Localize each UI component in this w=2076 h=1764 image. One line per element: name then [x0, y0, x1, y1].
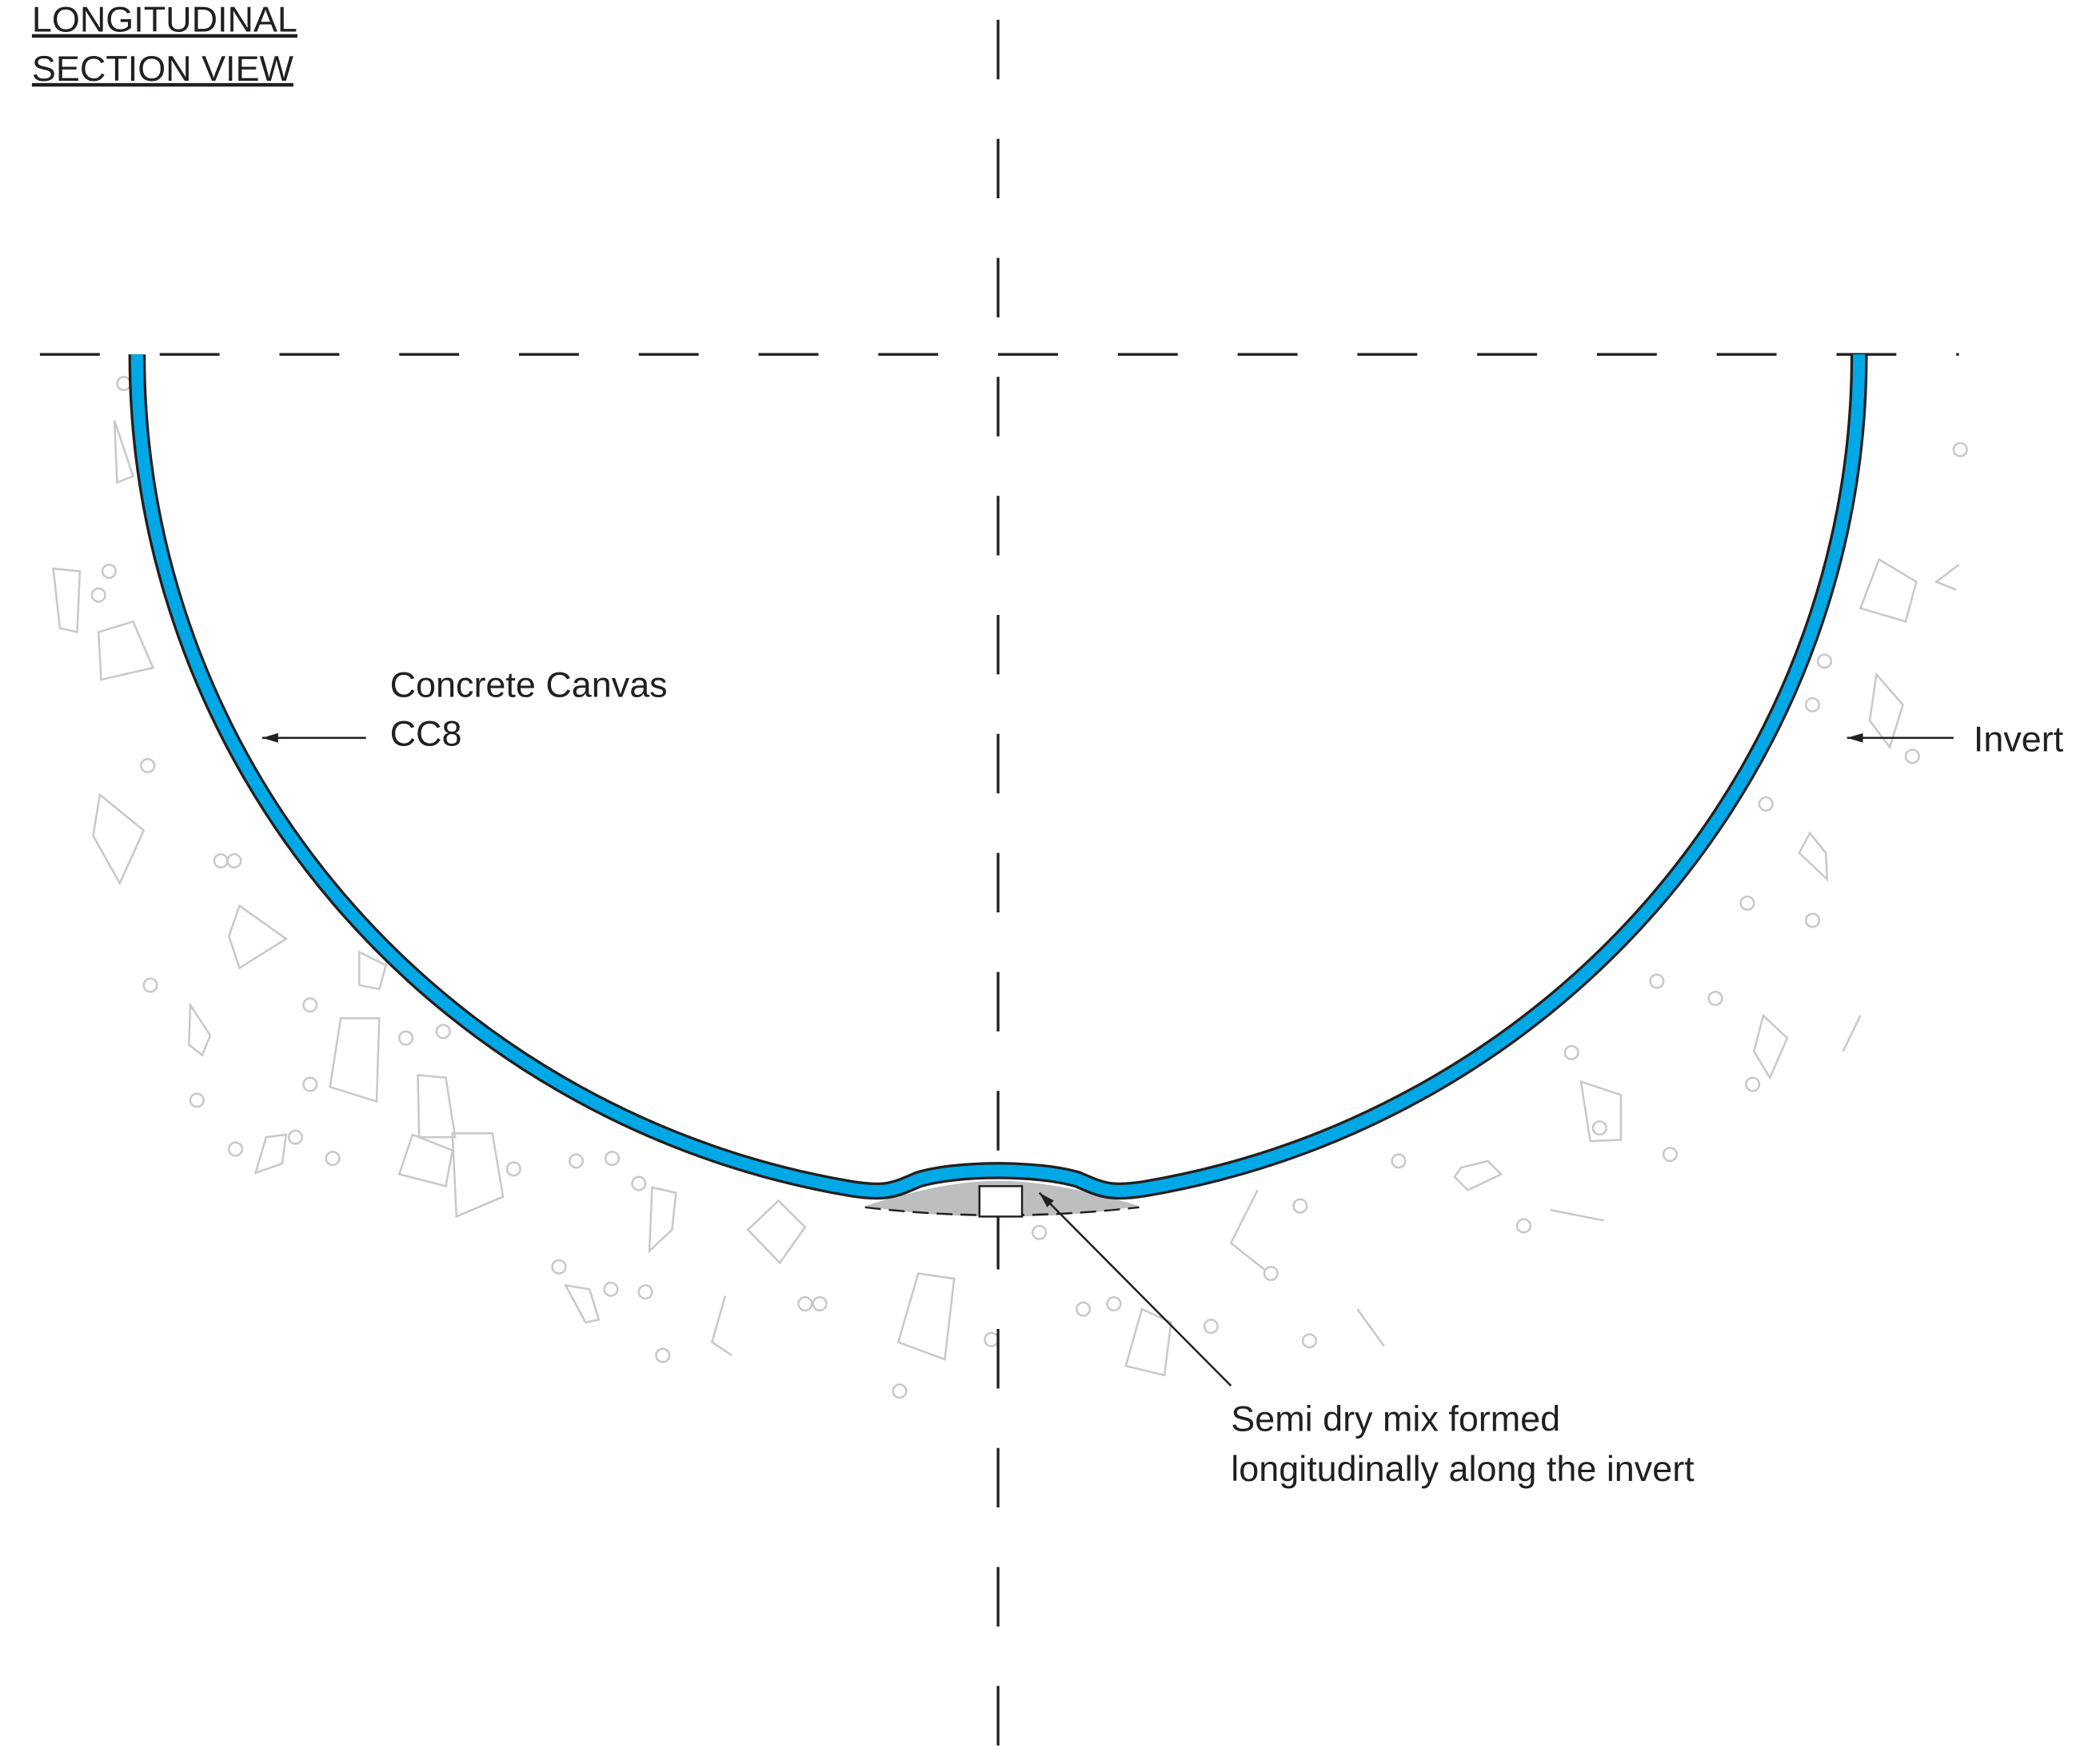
title: LONGITUDINAL: [32, 0, 297, 40]
drain-slot: [978, 1185, 1024, 1218]
label: Concrete Canvas: [390, 665, 668, 705]
label: longitudinally along the invert: [1231, 1449, 1695, 1489]
leader-arrow: [1038, 1191, 1232, 1387]
title: SECTION VIEW: [32, 49, 294, 89]
label: CC8: [390, 714, 462, 754]
aggregate: [52, 376, 1968, 1399]
label: Semi dry mix formed: [1231, 1399, 1560, 1439]
centre-lines: [39, 19, 1959, 1764]
lining: [128, 354, 1868, 1200]
label: Invert: [1974, 719, 2064, 759]
